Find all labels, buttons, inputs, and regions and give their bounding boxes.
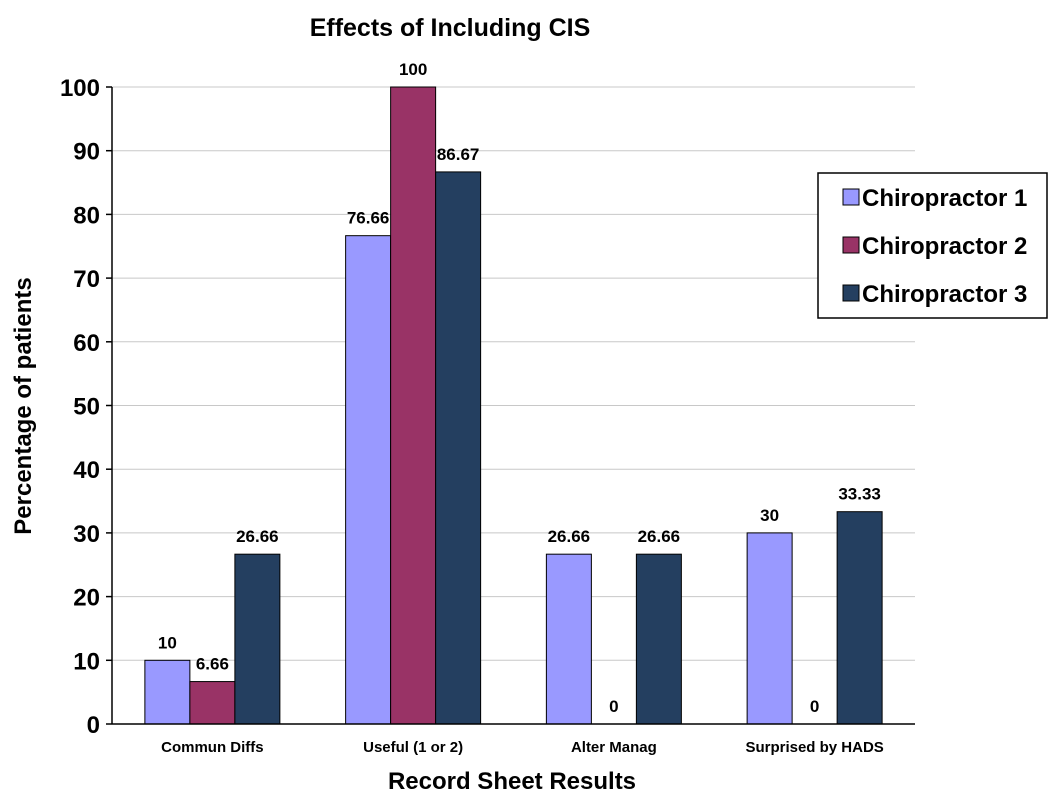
- y-tick-label: 10: [73, 648, 100, 675]
- bar: [836, 511, 883, 725]
- bar: [144, 659, 191, 725]
- x-axis-label: Record Sheet Results: [388, 768, 636, 793]
- legend-label: Chiropractor 2: [862, 233, 1027, 260]
- y-tick-label: 80: [73, 202, 100, 229]
- data-label: 26.66: [638, 527, 681, 546]
- bar: [234, 553, 281, 725]
- bar: [635, 553, 682, 725]
- data-label: 30: [760, 506, 779, 525]
- x-tick-labels: Commun Diffs Useful (1 or 2) Alter Manag Su…: [161, 739, 884, 756]
- data-label: 86.67: [437, 145, 480, 164]
- y-tick-label: 40: [73, 457, 100, 484]
- bar: [746, 532, 793, 725]
- gridlines: [112, 86, 915, 661]
- chart-title: Effects of Including CIS: [310, 14, 591, 42]
- y-tick-labels: 0 10 20 30 40 50 60 70 80 90 100: [60, 75, 112, 739]
- y-axis-label: Percentage of patients: [10, 277, 37, 534]
- legend-label: Chiropractor 1: [862, 185, 1027, 212]
- data-label: 26.66: [236, 527, 279, 546]
- y-tick-label: 70: [73, 266, 100, 293]
- data-label: 10: [158, 633, 177, 652]
- legend: Chiropractor 1 Chiropractor 2 Chiropractor…: [817, 172, 1048, 319]
- data-label: 100: [399, 60, 427, 79]
- data-label: 26.66: [548, 527, 591, 546]
- legend-swatch: [842, 284, 860, 302]
- y-tick-label: 20: [73, 585, 100, 612]
- x-tick-label: Alter Manag: [571, 739, 657, 756]
- data-labels: 10 6.66 26.66 76.66 100 86.67 26.66 0 26.66 30 0 33…: [158, 60, 881, 716]
- x-tick-label: Commun Diffs: [161, 739, 264, 756]
- y-tick-label: 30: [73, 521, 100, 548]
- y-tick-label: 90: [73, 139, 100, 166]
- data-label: 33.33: [838, 485, 881, 504]
- bar: [345, 235, 392, 725]
- x-tick-label: Useful (1 or 2): [363, 739, 463, 756]
- bar: [390, 86, 437, 725]
- legend-swatch: [842, 236, 860, 254]
- legend-swatch: [842, 188, 860, 206]
- y-tick-label: 50: [73, 394, 100, 421]
- data-label: 0: [810, 697, 819, 716]
- y-tick-label: 100: [60, 75, 100, 102]
- bar: [545, 553, 592, 725]
- y-tick-label: 60: [73, 330, 100, 357]
- data-label: 76.66: [347, 209, 390, 228]
- bar: [189, 681, 236, 725]
- y-tick-label: 0: [87, 712, 100, 739]
- x-tick-label: Surprised by HADS: [745, 739, 883, 756]
- data-label: 0: [609, 697, 618, 716]
- data-label: 6.66: [196, 655, 229, 674]
- legend-label: Chiropractor 3: [862, 281, 1027, 308]
- bar: [435, 171, 482, 725]
